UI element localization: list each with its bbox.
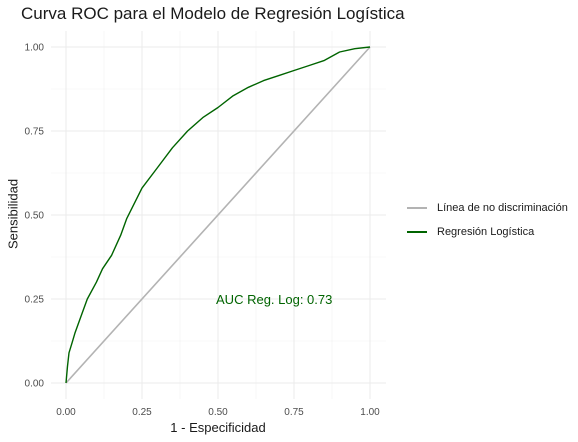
logistic-regression-roc-curve [65, 46, 371, 384]
legend-item-no-discrimination: Línea de no discriminación [407, 196, 568, 220]
legend-label-no-discrimination: Línea de no discriminación [437, 202, 568, 214]
legend-swatch-no-discrimination [407, 207, 427, 209]
legend-label-logistic-regression: Regresión Logística [437, 226, 535, 238]
grid-lines [51, 31, 386, 399]
annotation-group: AUC Reg. Log: 0.73 [216, 292, 332, 307]
y-tick-label: 0.00 [25, 379, 45, 390]
y-tick-label: 0.75 [25, 127, 45, 138]
no-discrimination-line [65, 46, 371, 384]
y-tick-label: 1.00 [25, 43, 45, 54]
series-group [65, 46, 371, 384]
x-tick-label: 0.25 [132, 407, 152, 418]
x-tick-label: 0.50 [208, 407, 228, 418]
x-tick-label: 0.75 [284, 407, 304, 418]
chart-title: Curva ROC para el Modelo de Regresión Lo… [21, 4, 405, 23]
y-tick-label: 0.50 [25, 211, 45, 222]
legend: Línea de no discriminación Regresión Log… [407, 196, 568, 244]
legend-item-logistic-regression: Regresión Logística [407, 220, 568, 244]
legend-swatch-logistic-regression [407, 231, 427, 233]
y-axis-label: Sensibilidad [5, 178, 21, 250]
auc-annotation: AUC Reg. Log: 0.73 [216, 292, 332, 307]
x-tick-label: 1.00 [360, 407, 380, 418]
axis-ticks: 0.00 0.25 0.50 0.75 1.00 0.00 0.25 0.50 0.75 1.00 [25, 43, 381, 419]
y-tick-label: 0.25 [25, 295, 45, 306]
x-axis-label: 1 - Especificidad [170, 420, 266, 435]
x-tick-label: 0.00 [56, 407, 76, 418]
